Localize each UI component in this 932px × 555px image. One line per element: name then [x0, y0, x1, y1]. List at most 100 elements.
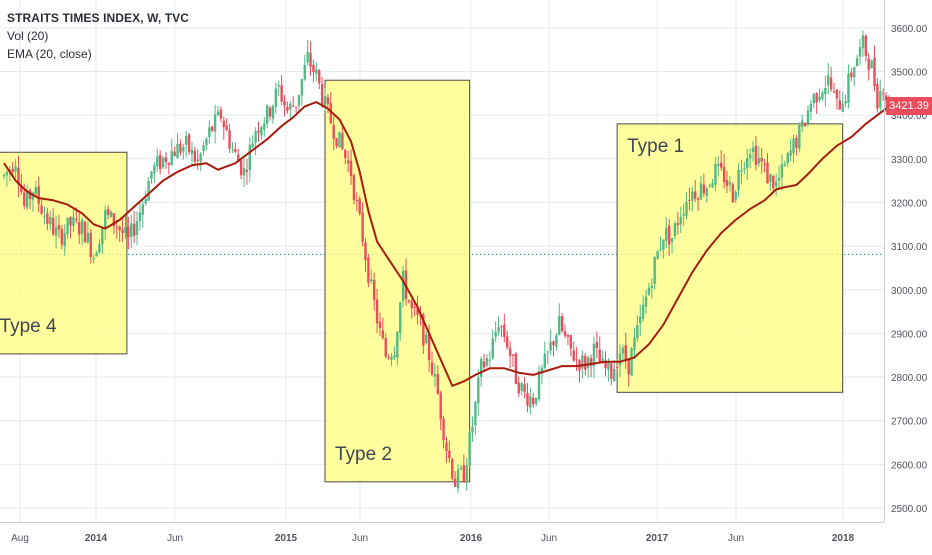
- candle-up: [717, 163, 720, 166]
- candle-down: [731, 184, 734, 203]
- candle-down: [795, 137, 798, 148]
- candle-up: [757, 157, 761, 164]
- candle-down: [23, 192, 26, 206]
- chart-legend: STRAITS TIMES INDEX, W, TVC Vol (20) EMA…: [7, 9, 189, 63]
- candle-up: [2, 174, 6, 177]
- candle-down: [506, 336, 509, 348]
- candle-up: [213, 114, 217, 132]
- candle-down: [560, 316, 564, 332]
- candle-down: [688, 199, 691, 201]
- candle-down: [482, 361, 486, 368]
- x-tick-label: 2014: [85, 533, 108, 544]
- candle-up: [184, 135, 188, 145]
- candle-up: [14, 166, 17, 172]
- candle-up: [147, 181, 150, 201]
- candle-up: [792, 138, 795, 154]
- candle-down: [815, 93, 818, 103]
- candle-down: [511, 354, 515, 356]
- candle-up: [80, 220, 84, 234]
- candle-down: [193, 150, 197, 163]
- candle-down: [754, 145, 758, 166]
- candles: [2, 30, 891, 494]
- x-tick-label: 2018: [832, 533, 855, 544]
- candle-up: [682, 213, 685, 216]
- legend-title: STRAITS TIMES INDEX, W, TVC: [7, 11, 190, 25]
- candle-up: [847, 73, 850, 103]
- candle-down: [341, 133, 344, 149]
- candle-up: [254, 131, 257, 143]
- candle-up: [86, 232, 90, 243]
- ema-path: [3, 101, 890, 387]
- candle-down: [167, 162, 171, 165]
- candle-up: [248, 144, 252, 171]
- candle-down: [344, 149, 347, 158]
- candle-up: [636, 325, 639, 339]
- candle-up: [728, 182, 732, 185]
- candle-down: [77, 222, 81, 235]
- candle-up: [459, 467, 463, 469]
- candle-up: [789, 150, 792, 156]
- candle-up: [613, 368, 616, 382]
- candle-down: [430, 362, 434, 375]
- region-box[interactable]: [616, 123, 844, 393]
- candle-up: [641, 304, 645, 319]
- candle-up: [465, 465, 468, 483]
- annotation-regions[interactable]: Type 4 Type 2 Type 1: [0, 79, 844, 483]
- candle-down: [462, 465, 466, 483]
- candle-up: [323, 95, 327, 108]
- candle-down: [451, 459, 454, 479]
- candle-up: [488, 359, 492, 361]
- y-tick-label: 3300.00: [891, 155, 928, 166]
- candle-up: [101, 227, 104, 245]
- candle-down: [720, 162, 723, 168]
- candle-up: [433, 373, 437, 377]
- candle-down: [876, 83, 879, 109]
- candle-up: [271, 105, 275, 119]
- candle-down: [329, 103, 332, 124]
- candle-up: [289, 103, 292, 110]
- candle-down: [127, 227, 130, 238]
- candle-up: [746, 158, 749, 168]
- candle-down: [696, 198, 700, 201]
- candle-up: [662, 239, 665, 250]
- candle-up: [777, 177, 781, 181]
- x-tick-label: 2017: [646, 533, 669, 544]
- candle-up: [708, 185, 711, 187]
- y-tick-label: 3400.00: [891, 111, 928, 122]
- y-tick-label: 2600.00: [891, 460, 928, 471]
- candle-down: [115, 226, 118, 228]
- candle-up: [665, 227, 668, 241]
- candle-up: [737, 169, 740, 191]
- candle-up: [607, 361, 610, 370]
- candle-up: [621, 347, 625, 354]
- candle-up: [734, 191, 737, 201]
- candle-down: [410, 301, 413, 309]
- candle-up: [879, 90, 882, 108]
- candle-up: [630, 348, 633, 376]
- region-box[interactable]: [0, 151, 128, 355]
- candle-up: [855, 58, 859, 67]
- candle-up: [618, 353, 622, 366]
- candle-down: [384, 338, 387, 357]
- candle-up: [396, 332, 399, 358]
- candle-down: [225, 125, 228, 131]
- candle-up: [743, 168, 746, 170]
- y-tick-label: 3600.00: [891, 24, 928, 35]
- candle-down: [309, 52, 312, 67]
- candle-up: [63, 233, 66, 246]
- region-label: Type 2: [335, 444, 392, 465]
- candle-up: [780, 163, 784, 178]
- candle-down: [283, 101, 286, 106]
- candle-down: [615, 366, 619, 369]
- candle-up: [277, 85, 280, 87]
- region-box[interactable]: [324, 79, 471, 483]
- candle-down: [355, 199, 359, 202]
- candle-up: [711, 183, 714, 188]
- candle-up: [156, 156, 159, 167]
- candle-down: [237, 154, 240, 162]
- candle-up: [315, 69, 318, 74]
- candle-up: [740, 170, 743, 172]
- candle-down: [187, 134, 191, 152]
